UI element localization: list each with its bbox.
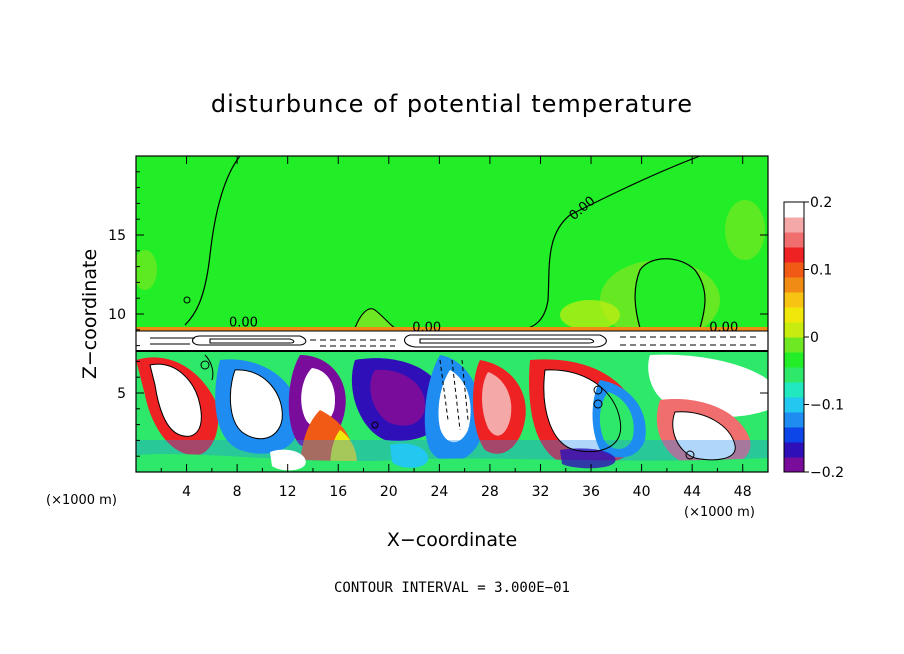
colorbar-segment xyxy=(784,397,804,413)
colorbar-segment xyxy=(784,367,804,383)
x-axis: 4 8 12 16 20 24 28 32 36 40 44 48 xyxy=(160,156,752,500)
x-tick-label: 4 xyxy=(182,484,191,500)
contour-line xyxy=(634,258,706,329)
colorbar-tick-label: 0.2 xyxy=(810,195,832,211)
y-unit-label: (×1000 m) xyxy=(46,493,117,508)
inversion-band xyxy=(136,327,768,331)
colorbar-segment xyxy=(784,247,804,263)
colorbar-tick-label: −0.2 xyxy=(810,465,844,481)
y-tick-label: 10 xyxy=(108,307,126,323)
colorbar-segment xyxy=(784,337,804,353)
x-tick-label: 40 xyxy=(633,484,651,500)
contour-label: 0.00 xyxy=(229,316,258,331)
x-tick-label: 28 xyxy=(481,484,499,500)
colorbar-segment xyxy=(784,442,804,458)
colorbar-tick-label: −0.1 xyxy=(810,398,844,414)
x-tick-label: 44 xyxy=(683,484,701,500)
colorbar xyxy=(784,202,804,473)
chart-title: disturbunce of potential temperature xyxy=(211,90,693,118)
contour-label: 0.00 xyxy=(412,320,441,335)
field-patch xyxy=(136,250,157,290)
x-tick-label: 48 xyxy=(734,484,752,500)
y-tick-label: 15 xyxy=(108,228,126,244)
colorbar-tick-label: 0.1 xyxy=(810,263,832,279)
x-axis-title: X−coordinate xyxy=(387,529,517,551)
field-patch xyxy=(560,300,620,330)
contour-line xyxy=(184,156,241,326)
colorbar-segment xyxy=(784,457,804,473)
x-tick-label: 24 xyxy=(430,484,448,500)
colorbar-segment xyxy=(784,202,804,218)
x-tick-label: 16 xyxy=(329,484,347,500)
x-tick-label: 32 xyxy=(532,484,550,500)
colorbar-segment xyxy=(784,262,804,278)
colorbar-segment xyxy=(784,217,804,233)
colorbar-segment xyxy=(784,322,804,338)
inversion-contours xyxy=(136,330,768,352)
colorbar-segment xyxy=(784,427,804,443)
y-axis-title: Z−coordinate xyxy=(79,249,101,379)
contour-line xyxy=(519,156,701,331)
plot-area: 0.000.00 0.00 0.00 xyxy=(136,156,768,472)
y-axis: 5 10 15 xyxy=(108,171,768,457)
x-tick-label: 20 xyxy=(380,484,398,500)
field-patch xyxy=(725,200,765,260)
colorbar-ticks: 0.2 0.1 0 −0.1 −0.2 xyxy=(804,195,844,481)
colorbar-segment xyxy=(784,382,804,398)
x-tick-label: 36 xyxy=(582,484,600,500)
contour-label: 0.00 xyxy=(709,320,738,335)
x-tick-label: 12 xyxy=(279,484,297,500)
colorbar-segment xyxy=(784,307,804,323)
contour-interval-note: CONTOUR INTERVAL = 3.000E−01 xyxy=(334,580,570,596)
inversion-layer xyxy=(136,331,768,352)
x-unit-label: (×1000 m) xyxy=(684,505,755,520)
contour-line xyxy=(354,308,396,329)
colorbar-segment xyxy=(784,232,804,248)
lower-contours xyxy=(149,354,736,461)
colorbar-segment xyxy=(784,352,804,368)
contour-line xyxy=(183,296,191,304)
y-tick-label: 5 xyxy=(117,386,126,402)
colorbar-segment xyxy=(784,412,804,428)
x-tick-label: 8 xyxy=(233,484,242,500)
colorbar-segment xyxy=(784,277,804,293)
turbulent-eddies xyxy=(136,354,768,472)
colorbar-segment xyxy=(784,292,804,308)
colorbar-tick-label: 0 xyxy=(810,330,819,346)
